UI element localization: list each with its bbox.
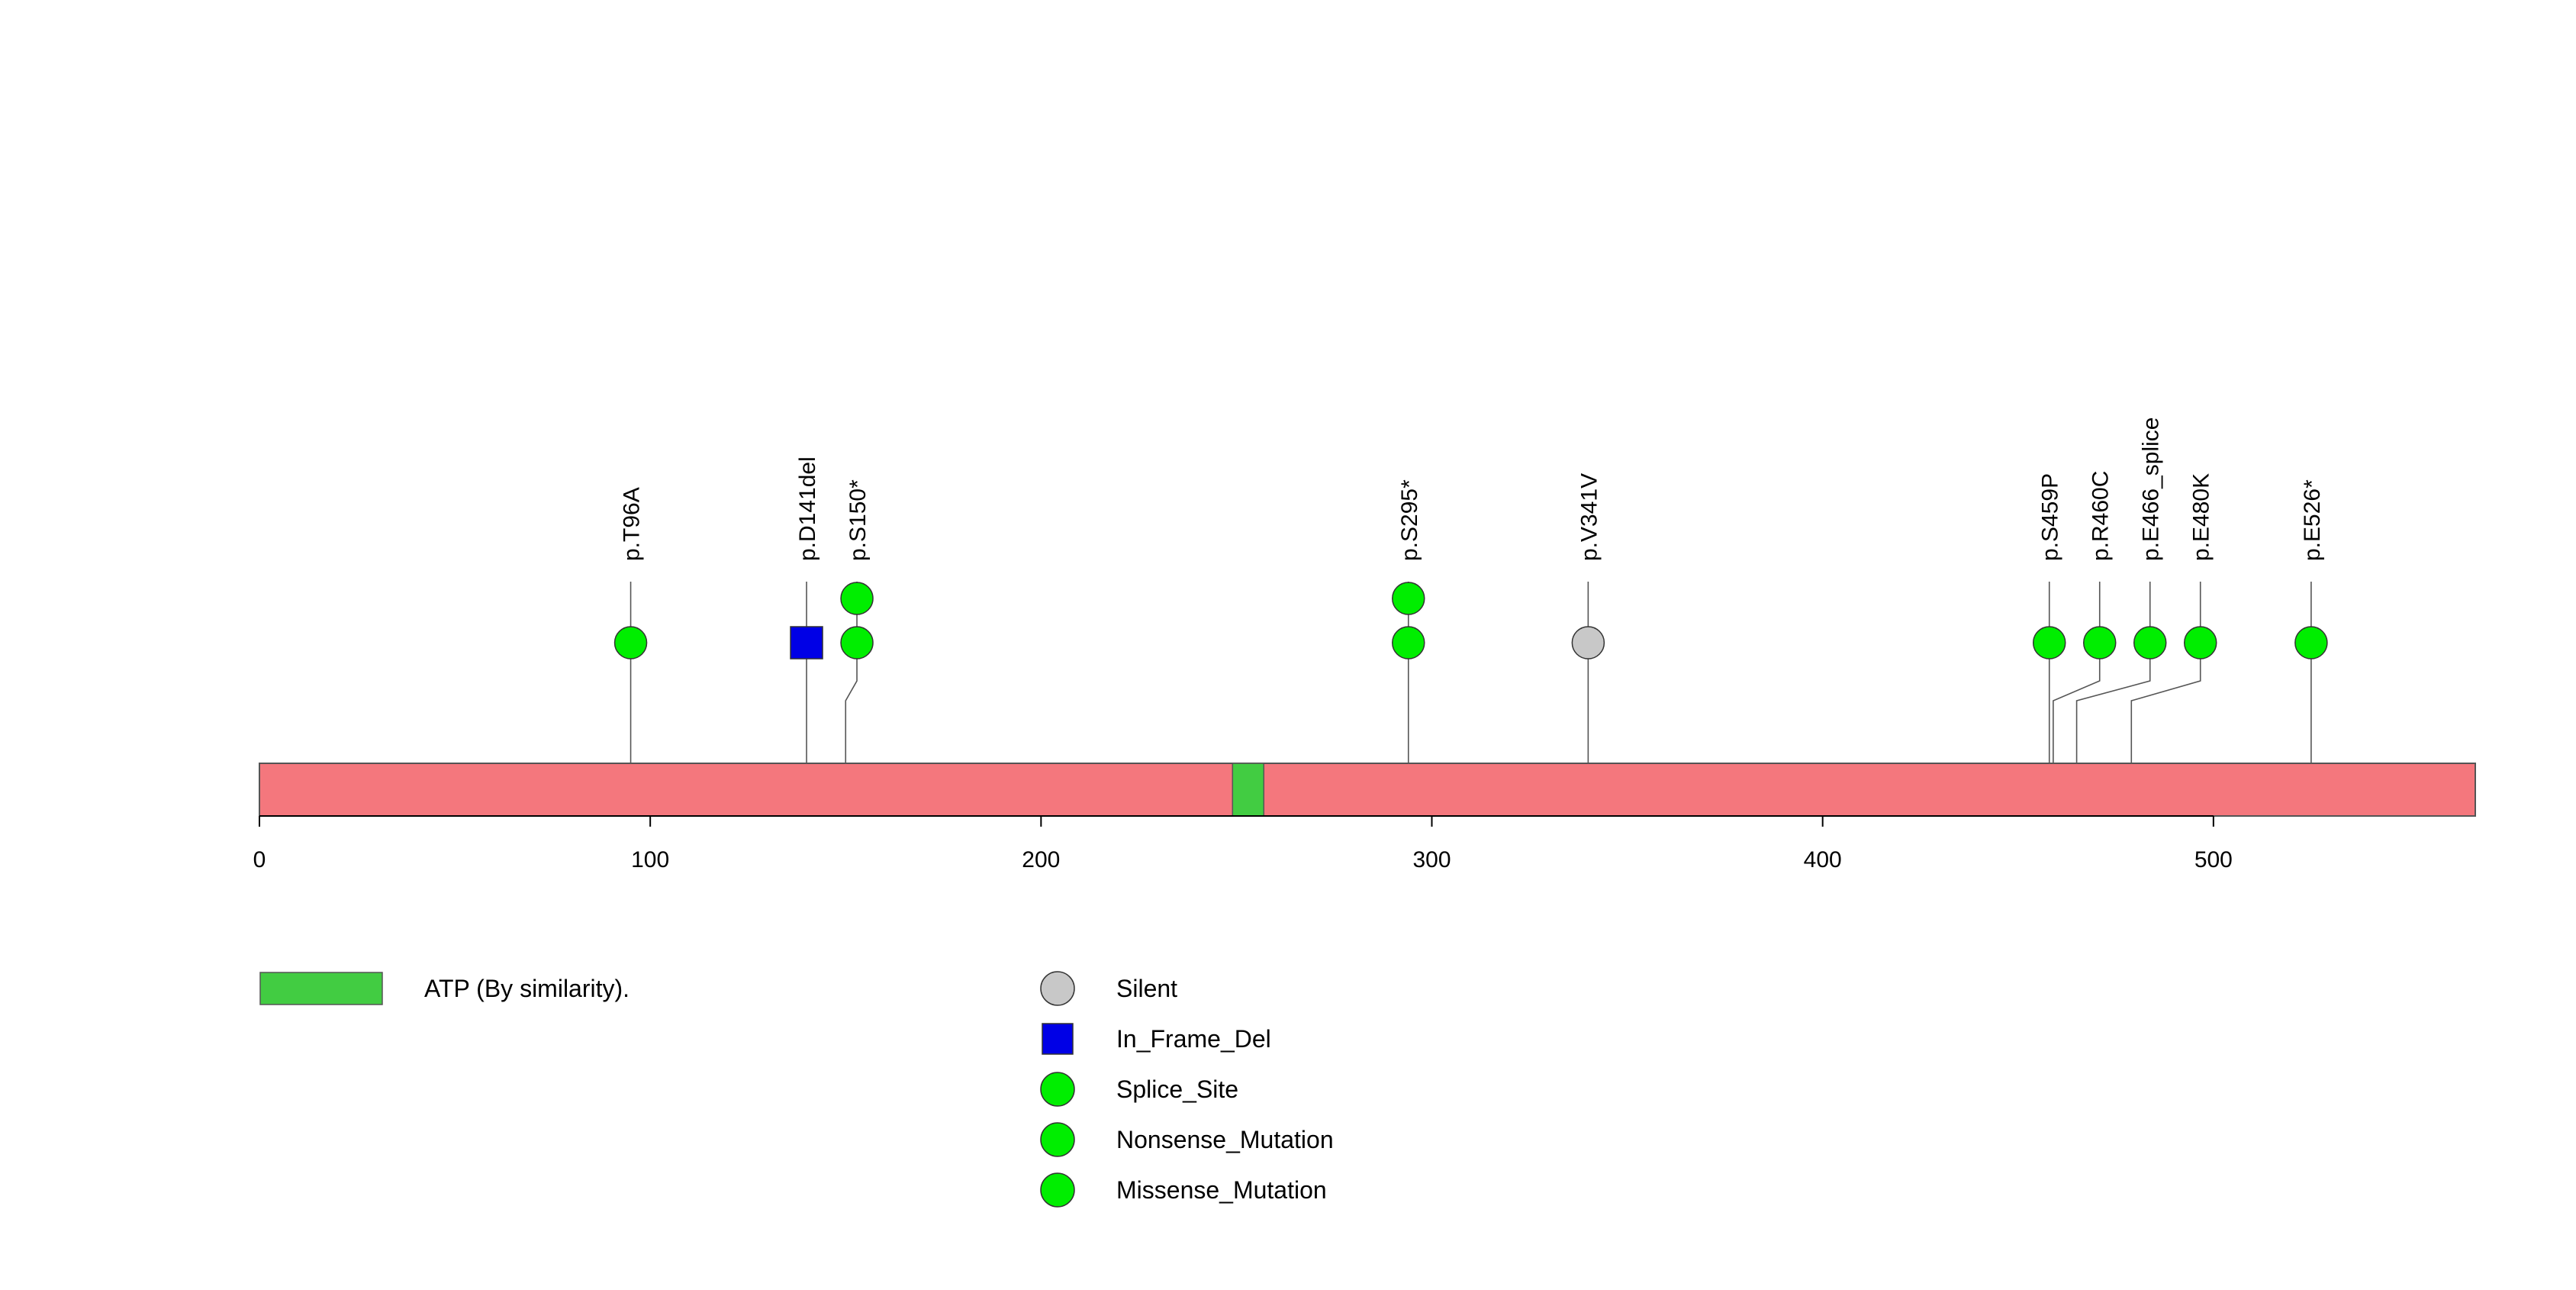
marker-4-0 <box>1571 626 1605 660</box>
legend-mutation-label-0: Silent <box>1116 975 1177 1002</box>
legend-mutation-label-2: Splice_Site <box>1116 1076 1238 1103</box>
marker-8-0 <box>2183 626 2217 660</box>
mutation-markers <box>613 582 2328 660</box>
legend-mutation-swatch-4 <box>1040 1172 1075 1208</box>
mutation-label-9: p.E526* <box>2300 479 2325 561</box>
x-tick-label-2: 200 <box>1022 847 1060 872</box>
marker-2-1 <box>840 582 874 615</box>
protein-bar <box>259 763 2476 817</box>
x-tick-label-0: 0 <box>253 847 266 872</box>
legend-mutation-label-3: Nonsense_Mutation <box>1116 1126 1334 1153</box>
marker-7-0 <box>2133 626 2167 660</box>
x-tick-label-5: 500 <box>2194 847 2233 872</box>
x-axis: 0 100 200 300 400 500 <box>253 815 2233 872</box>
legend-mutation-label-1: In_Frame_Del <box>1116 1025 1271 1053</box>
mutation-label-1: p.D141del <box>795 456 820 561</box>
marker-1-0 <box>790 626 823 660</box>
protein-track <box>259 763 2476 817</box>
legend: ATP (By similarity). Silent In_Frame_Del Sp… <box>259 971 1334 1208</box>
x-tick-label-3: 300 <box>1412 847 1451 872</box>
mutation-label-0: p.T96A <box>620 487 645 561</box>
mutation-label-8: p.E480K <box>2189 473 2214 561</box>
marker-0-0 <box>613 626 648 660</box>
marker-9-0 <box>2294 626 2328 660</box>
marker-3-0 <box>1392 626 1425 660</box>
mutation-label-7: p.E466_splice <box>2139 418 2164 561</box>
mutation-label-4: p.V341V <box>1576 473 1602 561</box>
legend-domain-label-0: ATP (By similarity). <box>424 975 630 1002</box>
legend-domain-swatch-0 <box>259 972 383 1005</box>
mutation-labels: p.T96A p.D141del p.S150* p.S295* p.V341V p.S4… <box>620 418 2325 561</box>
x-tick-label-4: 400 <box>1804 847 1842 872</box>
marker-2-0 <box>840 626 874 660</box>
domain-0 <box>1232 763 1265 817</box>
legend-mutation-label-4: Missense_Mutation <box>1116 1176 1327 1204</box>
marker-6-0 <box>2082 626 2117 660</box>
legend-mutation-swatch-2 <box>1040 1072 1075 1107</box>
mutation-label-2: p.S150* <box>845 479 871 561</box>
x-tick-label-1: 100 <box>631 847 669 872</box>
legend-mutation-swatch-1 <box>1042 1023 1074 1055</box>
marker-3-1 <box>1392 582 1425 615</box>
mutation-label-5: p.S459P <box>2038 473 2063 561</box>
marker-5-0 <box>2032 626 2066 660</box>
legend-mutation-swatch-3 <box>1040 1122 1075 1157</box>
mutation-label-3: p.S295* <box>1397 479 1422 561</box>
legend-mutation-swatch-0 <box>1040 971 1075 1006</box>
mutation-label-6: p.R460C <box>2088 471 2114 561</box>
